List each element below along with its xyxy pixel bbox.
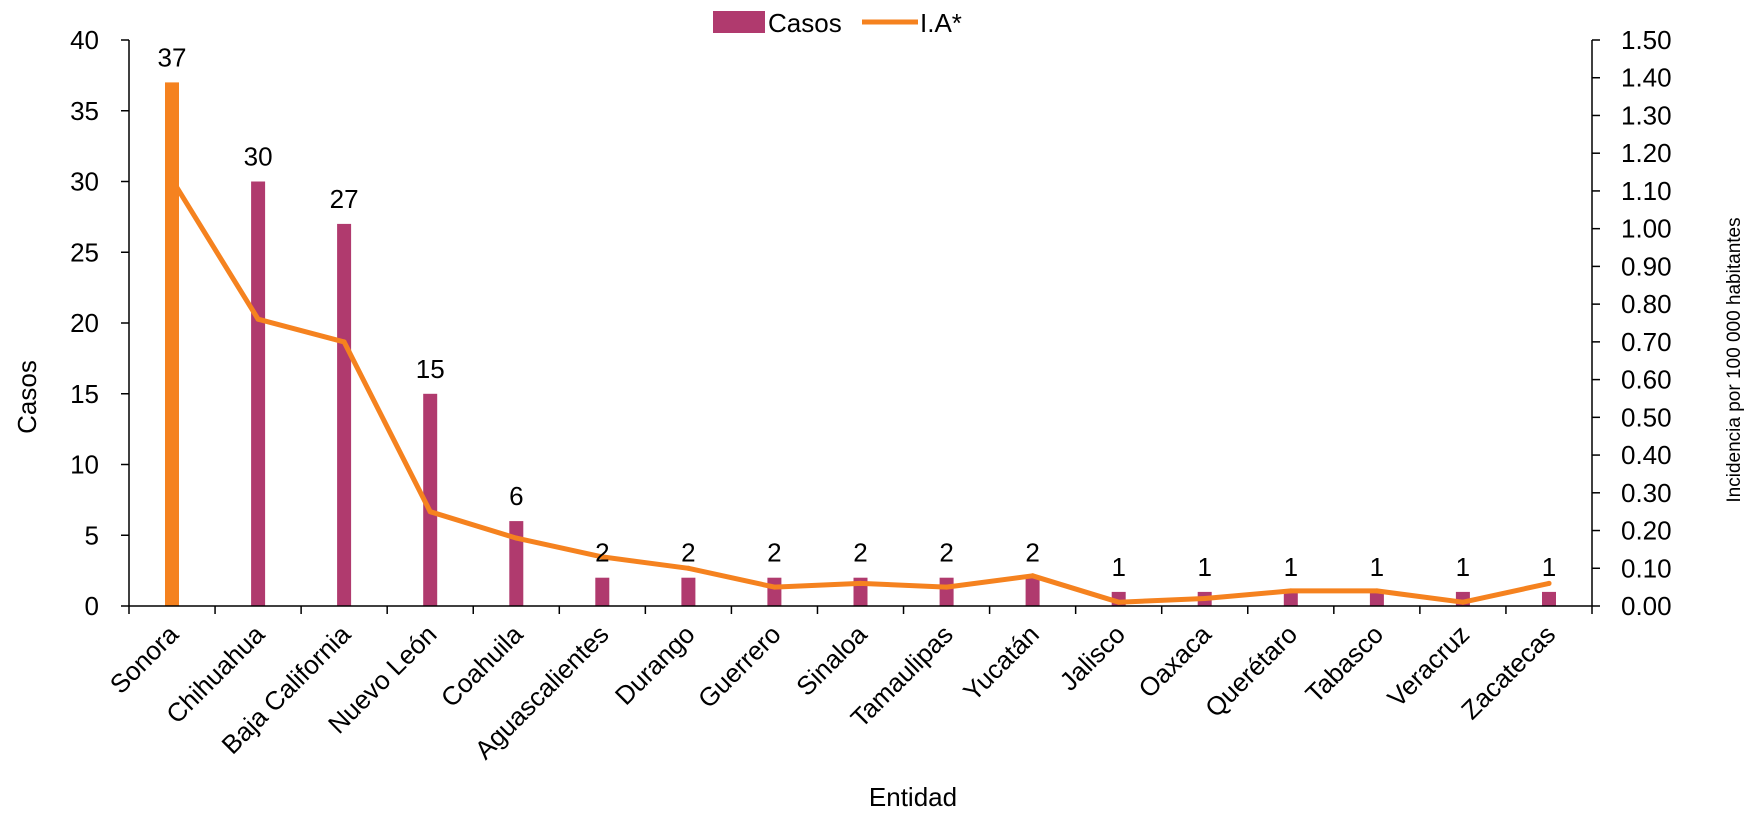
bar-baja-california bbox=[337, 223, 352, 606]
x-tick-label: Guerrero bbox=[692, 619, 787, 714]
bar-value-label: 2 bbox=[939, 538, 953, 568]
y2-tick-label: 0.80 bbox=[1621, 289, 1672, 319]
y-tick-label: 0 bbox=[85, 591, 99, 621]
bar-zacatecas bbox=[1542, 591, 1556, 606]
y-tick-label: 40 bbox=[70, 25, 99, 55]
y-tick-label: 5 bbox=[85, 520, 99, 550]
line-layer bbox=[169, 177, 1552, 605]
y-tick-label: 20 bbox=[70, 308, 99, 338]
bar-guerrero bbox=[767, 577, 782, 606]
bar-value-label: 15 bbox=[416, 354, 445, 384]
ia-point bbox=[1374, 588, 1380, 594]
y2-tick-label: 1.00 bbox=[1621, 214, 1672, 244]
bar-value-label: 2 bbox=[853, 538, 867, 568]
y2-tick-label: 0.60 bbox=[1621, 365, 1672, 395]
ia-point bbox=[1116, 599, 1122, 605]
bar-value-label: 37 bbox=[158, 42, 187, 72]
bar-tabasco bbox=[1369, 591, 1384, 606]
bar-value-label: 1 bbox=[1284, 552, 1298, 582]
y-tick-label: 30 bbox=[70, 167, 99, 197]
ia-point bbox=[858, 580, 863, 586]
ia-point bbox=[169, 177, 175, 183]
axes-layer: 0 5 10 15 20 25 30 35 40 0.00 0.10 0.20 0.30 0.40 0.50… bbox=[70, 25, 1672, 765]
bar-durango bbox=[681, 577, 696, 606]
bar-value-label: 2 bbox=[1025, 538, 1039, 568]
ia-point bbox=[1546, 580, 1552, 586]
bars-layer bbox=[165, 82, 1556, 607]
bar-nuevo-león bbox=[423, 393, 438, 607]
bar-value-label: 6 bbox=[509, 481, 523, 511]
bar-value-label: 27 bbox=[330, 184, 359, 214]
y2-tick-label: 0.40 bbox=[1621, 440, 1672, 470]
labels-layer: 37 30 27 15 6 2 2 2 2 2 2 1 1 1 1 1 1 bbox=[158, 42, 1557, 582]
bar-chihuahua bbox=[251, 181, 266, 606]
ia-point bbox=[255, 316, 261, 322]
x-tick-label: Querétaro bbox=[1199, 619, 1303, 723]
bar-tamaulipas bbox=[939, 577, 954, 606]
bar-aguascalientes bbox=[595, 577, 610, 606]
bar-value-label: 2 bbox=[595, 538, 609, 568]
ia-point bbox=[771, 584, 777, 590]
ia-point bbox=[599, 554, 605, 560]
x-tick-label: Sinaloa bbox=[790, 619, 873, 702]
ia-point bbox=[513, 535, 519, 541]
x-tick-label: Sonora bbox=[104, 619, 185, 700]
y2-tick-label: 0.10 bbox=[1621, 553, 1672, 583]
ia-point bbox=[1202, 596, 1208, 601]
x-axis-title: Entidad bbox=[869, 782, 957, 812]
legend-ia-label: I.A* bbox=[920, 8, 962, 38]
x-tick-label: Oaxaca bbox=[1132, 619, 1217, 704]
bar-value-label: 1 bbox=[1197, 552, 1211, 582]
bar-value-label: 2 bbox=[767, 538, 781, 568]
bar-querétaro bbox=[1283, 591, 1298, 606]
y2-tick-label: 0.90 bbox=[1621, 251, 1672, 281]
ia-point bbox=[1460, 599, 1466, 605]
bar-sonora bbox=[165, 82, 179, 606]
y2-tick-label: 0.20 bbox=[1621, 516, 1672, 546]
y2-tick-label: 1.20 bbox=[1621, 138, 1672, 168]
y2-tick-label: 0.30 bbox=[1621, 478, 1672, 508]
bar-value-label: 30 bbox=[244, 142, 273, 172]
ia-point bbox=[341, 339, 347, 345]
x-tick-label: Jalisco bbox=[1054, 619, 1131, 696]
y-tick-label: 35 bbox=[70, 96, 99, 126]
bar-value-label: 1 bbox=[1456, 552, 1470, 582]
bar-value-label: 1 bbox=[1111, 552, 1125, 582]
y-tick-label: 10 bbox=[70, 450, 99, 480]
y-tick-label: 15 bbox=[70, 379, 99, 409]
y2-tick-label: 1.40 bbox=[1621, 63, 1672, 93]
bar-coahuila bbox=[509, 521, 524, 606]
legend: Casos I.A* bbox=[713, 8, 962, 38]
bar-value-label: 1 bbox=[1542, 552, 1556, 582]
bar-value-label: 1 bbox=[1370, 552, 1384, 582]
x-tick-label: Zacatecas bbox=[1455, 619, 1561, 725]
ia-point bbox=[944, 584, 950, 590]
bar-yucatán bbox=[1025, 577, 1040, 606]
x-tick-label: Yucatán bbox=[957, 619, 1045, 707]
ia-point bbox=[685, 565, 691, 571]
y2-tick-label: 1.10 bbox=[1621, 176, 1672, 206]
y-axis-title: Casos bbox=[12, 360, 42, 434]
legend-casos-swatch bbox=[713, 11, 765, 33]
legend-casos-label: Casos bbox=[768, 8, 842, 38]
ia-point bbox=[1288, 588, 1294, 594]
y2-tick-label: 1.30 bbox=[1621, 101, 1672, 131]
y2-axis-title: Incidencia por 100 000 habitantes bbox=[1724, 217, 1745, 502]
y2-tick-label: 1.50 bbox=[1621, 25, 1672, 55]
bar-value-label: 2 bbox=[681, 538, 695, 568]
y2-tick-label: 0.50 bbox=[1621, 402, 1672, 432]
ia-point bbox=[1030, 573, 1036, 579]
y2-tick-label: 0.70 bbox=[1621, 327, 1672, 357]
ia-point bbox=[427, 509, 433, 515]
x-tick-label: Durango bbox=[609, 619, 701, 711]
y-tick-label: 25 bbox=[70, 237, 99, 267]
y2-tick-label: 0.00 bbox=[1621, 591, 1672, 621]
x-tick-label: Tabasco bbox=[1299, 619, 1389, 709]
